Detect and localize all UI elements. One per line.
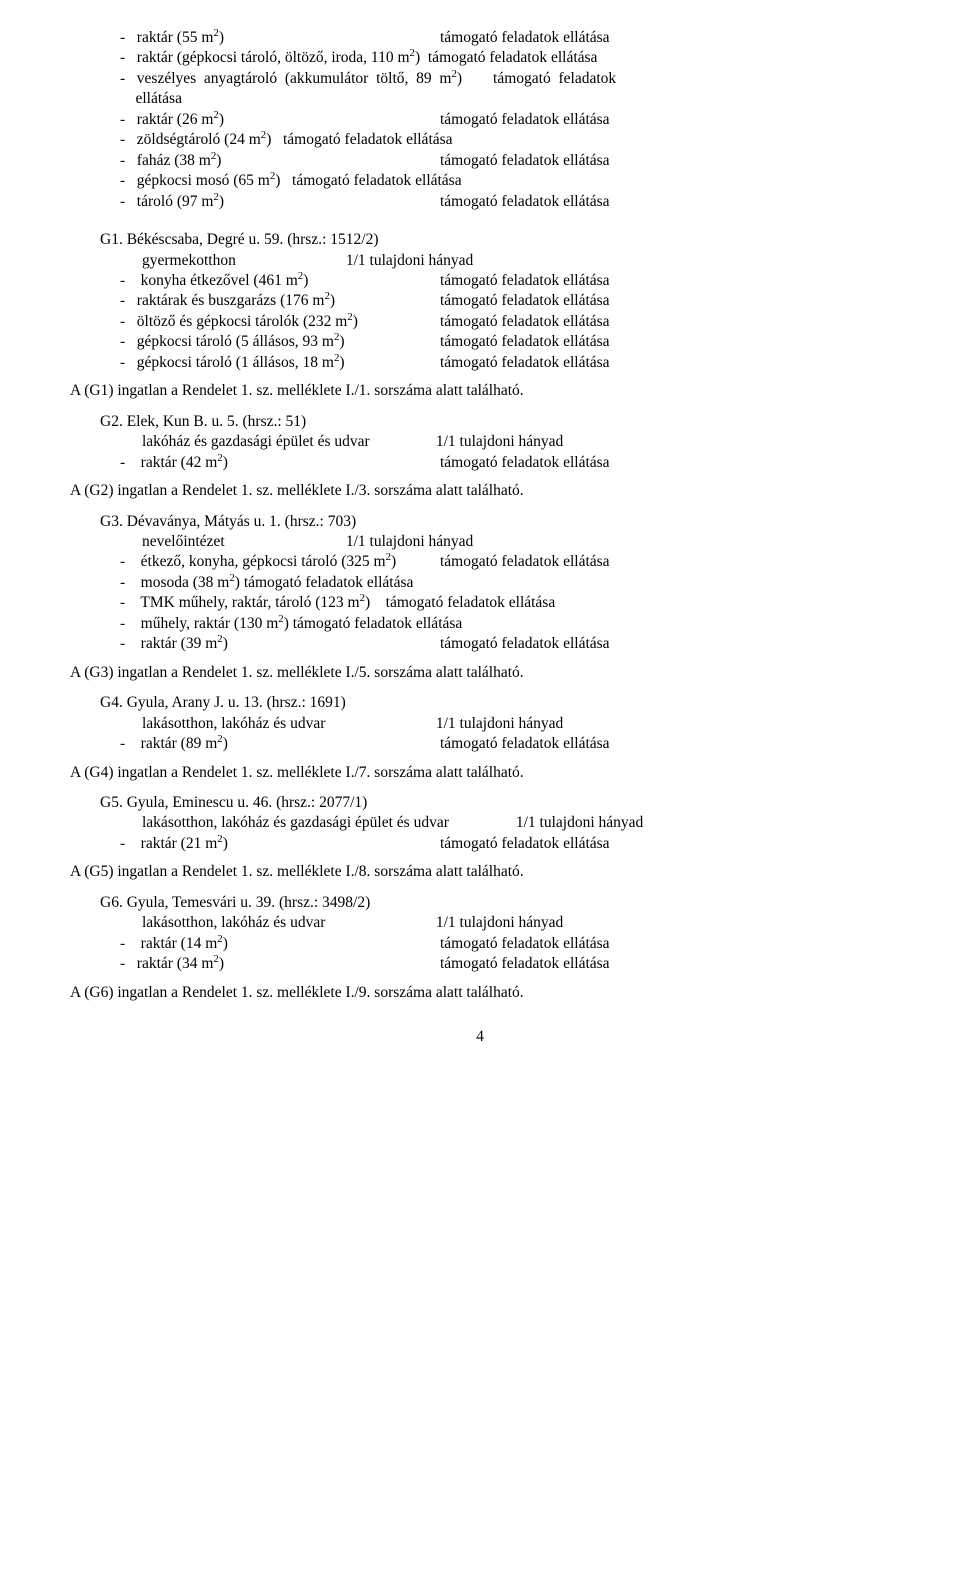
- list-item: - műhely, raktár (130 m2) támogató felad…: [120, 614, 890, 634]
- g2-line2: lakóház és gazdasági épület és udvar 1/1…: [142, 432, 890, 452]
- item-right: támogató feladatok ellátása: [440, 28, 610, 48]
- item-right: támogató feladatok ellátása: [440, 934, 610, 954]
- item-left: - tároló (97 m2): [120, 192, 440, 212]
- list-item: - mosoda (38 m2) támogató feladatok ellá…: [120, 573, 890, 593]
- g5-line2: lakásotthon, lakóház és gazdasági épület…: [142, 813, 890, 833]
- item-left: - faház (38 m2): [120, 151, 440, 171]
- g3-line2: nevelőintézet 1/1 tulajdoni hányad: [142, 532, 890, 552]
- item-left: - veszélyes anyagtároló (akkumulátor töl…: [120, 69, 616, 89]
- item-right: támogató feladatok ellátása: [440, 634, 610, 654]
- item-right: támogató feladatok ellátása: [440, 954, 610, 974]
- item-right: támogató feladatok ellátása: [440, 734, 610, 754]
- g1-line1: G1. Békéscsaba, Degré u. 59. (hrsz.: 151…: [100, 230, 890, 250]
- list-item: - gépkocsi tároló (1 állásos, 18 m2)támo…: [120, 353, 890, 373]
- g5-header: G5. Gyula, Eminescu u. 46. (hrsz.: 2077/…: [100, 793, 890, 834]
- list-item: - veszélyes anyagtároló (akkumulátor töl…: [120, 69, 890, 89]
- g4-header: G4. Gyula, Arany J. u. 13. (hrsz.: 1691)…: [100, 693, 890, 734]
- item-right: támogató feladatok ellátása: [440, 353, 610, 373]
- g1-header: G1. Békéscsaba, Degré u. 59. (hrsz.: 151…: [100, 230, 890, 271]
- g4-footer: A (G4) ingatlan a Rendelet 1. sz. mellék…: [70, 763, 890, 783]
- item-left: - gépkocsi tároló (1 állásos, 18 m2): [120, 353, 440, 373]
- item-left: - raktár (42 m2): [120, 453, 440, 473]
- g2-header: G2. Elek, Kun B. u. 5. (hrsz.: 51) lakóh…: [100, 412, 890, 453]
- list-item: - raktár (26 m2)támogató feladatok ellát…: [120, 110, 890, 130]
- list-item: - raktár (34 m2)támogató feladatok ellát…: [120, 954, 890, 974]
- item-left: ellátása: [120, 89, 182, 109]
- list-item: - gépkocsi mosó (65 m2) támogató feladat…: [120, 171, 890, 191]
- item-left: - raktár (34 m2): [120, 954, 440, 974]
- list-item: - TMK műhely, raktár, tároló (123 m2) tá…: [120, 593, 890, 613]
- list-item: - zöldségtároló (24 m2) támogató feladat…: [120, 130, 890, 150]
- item-right: támogató feladatok ellátása: [440, 291, 610, 311]
- g5-line1: G5. Gyula, Eminescu u. 46. (hrsz.: 2077/…: [100, 793, 890, 813]
- item-right: támogató feladatok ellátása: [440, 552, 610, 572]
- item-left: - raktár (89 m2): [120, 734, 440, 754]
- g6-list: - raktár (14 m2)támogató feladatok ellát…: [120, 934, 890, 975]
- g3-list: - étkező, konyha, gépkocsi tároló (325 m…: [120, 552, 890, 654]
- list-item: - gépkocsi tároló (5 állásos, 93 m2)támo…: [120, 332, 890, 352]
- list-item: - konyha étkezővel (461 m2)támogató fela…: [120, 271, 890, 291]
- g3-line1: G3. Dévaványa, Mátyás u. 1. (hrsz.: 703): [100, 512, 890, 532]
- item-right: támogató feladatok ellátása: [440, 110, 610, 130]
- item-left: - gépkocsi mosó (65 m2) támogató feladat…: [120, 171, 462, 191]
- list-item: - raktár (gépkocsi tároló, öltöző, iroda…: [120, 48, 890, 68]
- g1-list: - konyha étkezővel (461 m2)támogató fela…: [120, 271, 890, 373]
- list-item: - raktár (14 m2)támogató feladatok ellát…: [120, 934, 890, 954]
- item-right: támogató feladatok ellátása: [440, 271, 610, 291]
- g5-list: - raktár (21 m2)támogató feladatok ellát…: [120, 834, 890, 854]
- list-item: - étkező, konyha, gépkocsi tároló (325 m…: [120, 552, 890, 572]
- item-right: támogató feladatok ellátása: [440, 151, 610, 171]
- g1-line2: gyermekotthon 1/1 tulajdoni hányad: [142, 251, 890, 271]
- list-item: - raktár (39 m2)támogató feladatok ellát…: [120, 634, 890, 654]
- list-item: - öltöző és gépkocsi tárolók (232 m2)tám…: [120, 312, 890, 332]
- list-item: - faház (38 m2)támogató feladatok ellátá…: [120, 151, 890, 171]
- g5-footer: A (G5) ingatlan a Rendelet 1. sz. mellék…: [70, 862, 890, 882]
- item-left: - TMK műhely, raktár, tároló (123 m2) tá…: [120, 593, 555, 613]
- item-right: támogató feladatok ellátása: [440, 453, 610, 473]
- item-left: - étkező, konyha, gépkocsi tároló (325 m…: [120, 552, 440, 572]
- item-left: - raktár (55 m2): [120, 28, 440, 48]
- item-left: - konyha étkezővel (461 m2): [120, 271, 440, 291]
- g2-list: - raktár (42 m2)támogató feladatok ellát…: [120, 453, 890, 473]
- g6-line1: G6. Gyula, Temesvári u. 39. (hrsz.: 3498…: [100, 893, 890, 913]
- g3-header: G3. Dévaványa, Mátyás u. 1. (hrsz.: 703)…: [100, 512, 890, 553]
- g1-footer: A (G1) ingatlan a Rendelet 1. sz. mellék…: [70, 381, 890, 401]
- item-left: - öltöző és gépkocsi tárolók (232 m2): [120, 312, 440, 332]
- item-left: - raktár (14 m2): [120, 934, 440, 954]
- item-right: támogató feladatok ellátása: [440, 834, 610, 854]
- item-left: - mosoda (38 m2) támogató feladatok ellá…: [120, 573, 413, 593]
- item-left: - raktárak és buszgarázs (176 m2): [120, 291, 440, 311]
- item-left: - műhely, raktár (130 m2) támogató felad…: [120, 614, 462, 634]
- list-item: - raktárak és buszgarázs (176 m2)támogat…: [120, 291, 890, 311]
- g6-header: G6. Gyula, Temesvári u. 39. (hrsz.: 3498…: [100, 893, 890, 934]
- page-number: 4: [70, 1027, 890, 1047]
- item-left: - raktár (26 m2): [120, 110, 440, 130]
- g3-footer: A (G3) ingatlan a Rendelet 1. sz. mellék…: [70, 663, 890, 683]
- item-left: - raktár (21 m2): [120, 834, 440, 854]
- item-left: - gépkocsi tároló (5 állásos, 93 m2): [120, 332, 440, 352]
- item-left: - zöldségtároló (24 m2) támogató feladat…: [120, 130, 453, 150]
- list-item: ellátása: [120, 89, 890, 109]
- g6-line2: lakásotthon, lakóház és udvar 1/1 tulajd…: [142, 913, 890, 933]
- g2-line1: G2. Elek, Kun B. u. 5. (hrsz.: 51): [100, 412, 890, 432]
- list-item: - raktár (21 m2)támogató feladatok ellát…: [120, 834, 890, 854]
- intro-list: - raktár (55 m2)támogató feladatok ellát…: [120, 28, 890, 212]
- item-right: támogató feladatok ellátása: [440, 312, 610, 332]
- g4-line1: G4. Gyula, Arany J. u. 13. (hrsz.: 1691): [100, 693, 890, 713]
- list-item: - raktár (42 m2)támogató feladatok ellát…: [120, 453, 890, 473]
- list-item: - raktár (89 m2)támogató feladatok ellát…: [120, 734, 890, 754]
- g6-footer: A (G6) ingatlan a Rendelet 1. sz. mellék…: [70, 983, 890, 1003]
- item-left: - raktár (39 m2): [120, 634, 440, 654]
- list-item: - raktár (55 m2)támogató feladatok ellát…: [120, 28, 890, 48]
- item-left: - raktár (gépkocsi tároló, öltöző, iroda…: [120, 48, 597, 68]
- item-right: támogató feladatok ellátása: [440, 192, 610, 212]
- list-item: - tároló (97 m2)támogató feladatok ellát…: [120, 192, 890, 212]
- item-right: támogató feladatok ellátása: [440, 332, 610, 352]
- g4-line2: lakásotthon, lakóház és udvar 1/1 tulajd…: [142, 714, 890, 734]
- g2-footer: A (G2) ingatlan a Rendelet 1. sz. mellék…: [70, 481, 890, 501]
- g4-list: - raktár (89 m2)támogató feladatok ellát…: [120, 734, 890, 754]
